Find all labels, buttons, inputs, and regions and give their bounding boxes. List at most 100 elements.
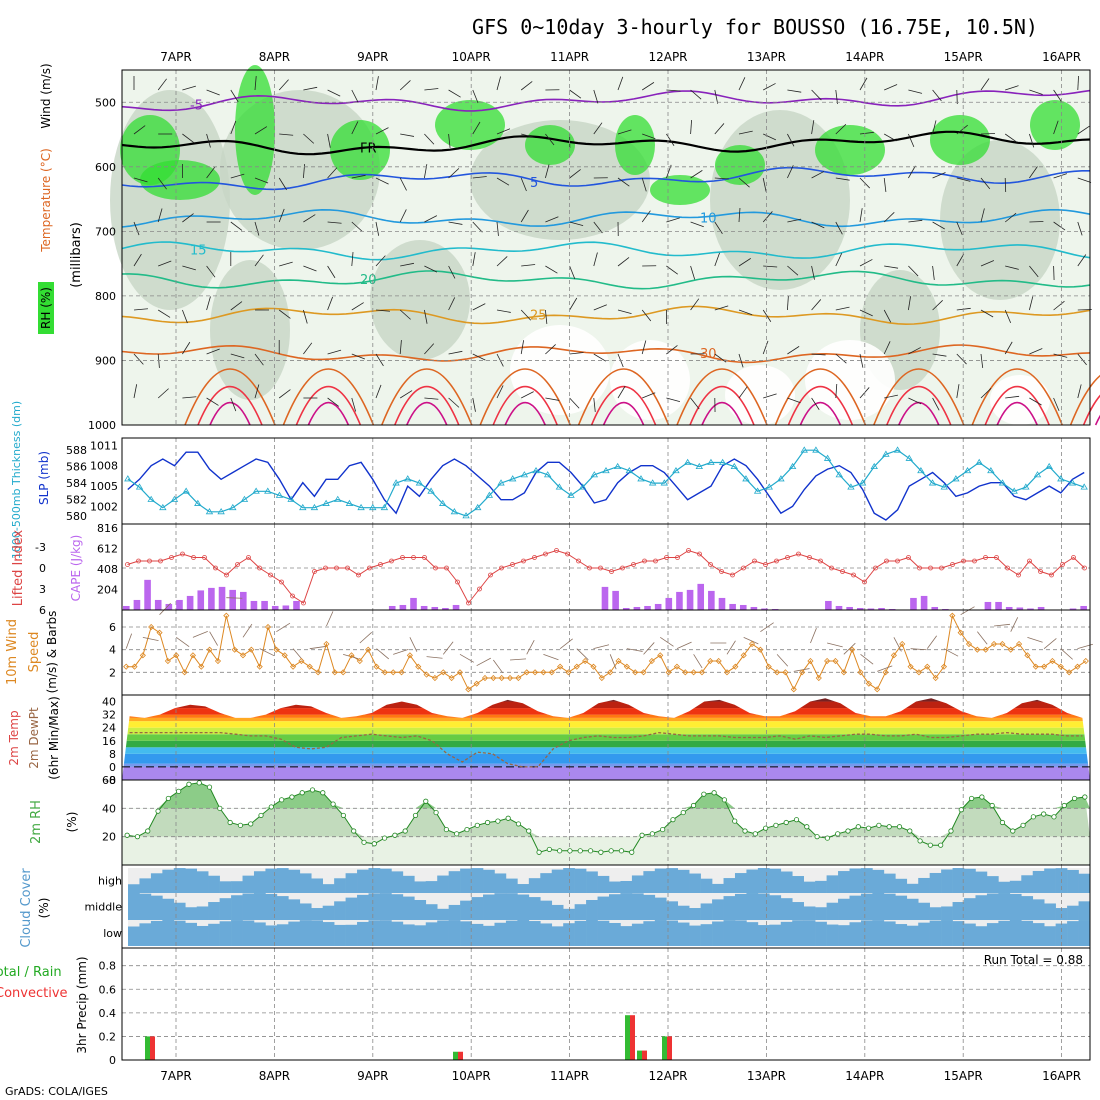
rh-point xyxy=(484,819,491,826)
wind-barb xyxy=(303,164,306,179)
wind-barb xyxy=(617,177,630,187)
cape-bar xyxy=(1037,606,1045,610)
wind-barb xyxy=(617,257,630,267)
wind-barb xyxy=(375,76,379,91)
cloud-bar xyxy=(757,893,770,920)
wind-barb xyxy=(884,133,897,142)
cloud-bar xyxy=(986,876,999,893)
cloud-bar xyxy=(734,920,747,946)
rh-point xyxy=(351,828,357,834)
wind-barb xyxy=(1029,89,1043,95)
wind-barb xyxy=(690,120,692,135)
rh-point xyxy=(134,834,141,840)
cloud-bar xyxy=(448,904,461,920)
thickness-point xyxy=(882,450,890,457)
cloud-bar xyxy=(299,903,312,920)
cloud-bar xyxy=(551,869,564,893)
rh-point xyxy=(958,807,964,813)
wind-barb xyxy=(884,394,898,399)
cape-bar xyxy=(601,586,609,610)
li-point xyxy=(455,579,460,585)
cloud-bar xyxy=(334,924,346,946)
cloud-bar xyxy=(998,881,1011,893)
thickness-point xyxy=(695,462,704,470)
wind-barb xyxy=(569,352,584,355)
li-tick: 3 xyxy=(39,583,46,596)
wind-barb xyxy=(254,177,269,184)
wind-barb xyxy=(182,265,196,271)
wind-speed-point xyxy=(1024,652,1031,659)
wind-barb xyxy=(908,219,923,223)
wind-barb xyxy=(932,172,946,179)
cloud-bar xyxy=(666,868,679,893)
wind-barb-10m xyxy=(176,637,190,648)
wind-barb xyxy=(932,221,945,230)
wind-speed-point xyxy=(623,663,630,670)
wind-barb xyxy=(1053,89,1062,102)
ylabel-wind-2: Speed xyxy=(27,632,42,673)
cloud-bar xyxy=(849,868,862,893)
wind-barb xyxy=(424,265,438,273)
wind-barb xyxy=(278,389,291,399)
rh-point xyxy=(412,812,419,819)
rh-point xyxy=(907,828,913,834)
cape-bar xyxy=(240,591,247,610)
cloud-bar xyxy=(700,878,713,893)
surface-isotherm-loop xyxy=(590,385,657,426)
wind-barb xyxy=(835,221,843,235)
wind-barb xyxy=(666,217,680,223)
wind-barb xyxy=(1004,133,1017,143)
cloud-bar xyxy=(437,875,449,893)
wind-barb xyxy=(424,309,428,324)
thickness-point xyxy=(135,483,144,490)
cloud-bar xyxy=(1009,893,1022,920)
wind-speed-point xyxy=(340,669,347,676)
wind-barb xyxy=(327,296,333,311)
wind-speed-point xyxy=(548,669,555,676)
cloud-bar xyxy=(975,926,988,946)
li-point xyxy=(620,565,625,571)
cloud-bar xyxy=(918,877,930,893)
wind-barb xyxy=(859,208,863,223)
wind-barb xyxy=(133,384,138,399)
cloud-bar xyxy=(654,868,667,893)
thickness-point xyxy=(963,466,972,474)
date-label-bottom: 7APR xyxy=(160,1069,191,1083)
li-tick: 6 xyxy=(39,604,46,617)
cloud-bar xyxy=(379,868,392,893)
wind-barb-10m xyxy=(609,654,617,670)
cloud-bar xyxy=(803,920,816,946)
cape-bar xyxy=(282,605,290,610)
wind-barb-10m xyxy=(393,649,409,655)
thickness-point xyxy=(474,503,482,511)
wind-barb-10m xyxy=(1027,636,1043,643)
wind-speed-point xyxy=(131,663,138,670)
cloud-bar xyxy=(1078,901,1091,920)
wind-barb xyxy=(690,397,700,410)
thickness-point xyxy=(485,491,494,498)
rh-mid-area xyxy=(122,782,1090,837)
wind-barb xyxy=(254,76,257,91)
cloud-bar xyxy=(231,881,243,893)
cloud-bar xyxy=(265,893,278,920)
thickness-point xyxy=(450,508,459,515)
wind-speed-point xyxy=(607,669,614,676)
wind-speed-point xyxy=(932,674,939,682)
ylabel-wind-1: 10m Wind xyxy=(5,619,20,685)
wind-barb xyxy=(593,252,598,267)
wind-barb xyxy=(448,221,463,225)
top-date-axis: 7APR 8APR 9APR 10APR 11APR 12APR 13APR 14APR 15A… xyxy=(160,50,1081,64)
thickness-point xyxy=(404,475,412,482)
wind-barb xyxy=(520,209,529,223)
thickness-tick: 582 xyxy=(66,493,87,506)
wind-barb xyxy=(472,252,476,267)
thickness-point xyxy=(240,495,249,502)
rh-point xyxy=(124,832,130,838)
cloud-bar xyxy=(574,868,587,893)
thickness-point xyxy=(392,479,400,486)
li-point xyxy=(180,551,185,557)
wind-barb xyxy=(206,348,220,355)
wind-barb xyxy=(472,397,476,412)
cloud-bar xyxy=(345,873,358,893)
surface-isotherm-loop xyxy=(1082,394,1100,426)
